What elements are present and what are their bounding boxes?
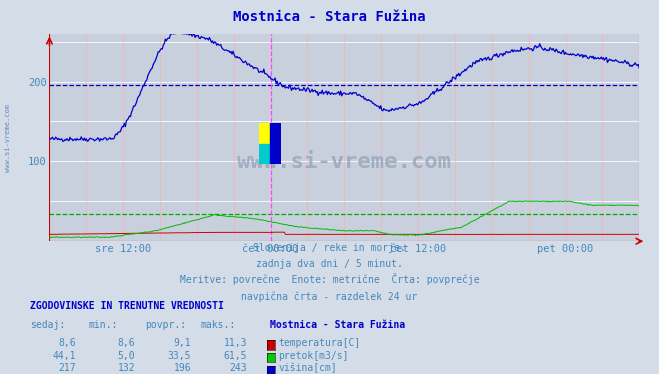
Text: Mostnica - Stara Fužina: Mostnica - Stara Fužina	[270, 320, 405, 330]
Text: sedaj:: sedaj:	[30, 320, 65, 330]
Text: 217: 217	[58, 364, 76, 373]
Text: 11,3: 11,3	[223, 338, 247, 348]
Text: pretok[m3/s]: pretok[m3/s]	[278, 351, 349, 361]
Text: 5,0: 5,0	[117, 351, 135, 361]
Text: 33,5: 33,5	[167, 351, 191, 361]
Text: povpr.:: povpr.:	[145, 320, 186, 330]
Text: www.si-vreme.com: www.si-vreme.com	[237, 152, 451, 172]
Text: 9,1: 9,1	[173, 338, 191, 348]
Text: 8,6: 8,6	[117, 338, 135, 348]
Text: min.:: min.:	[89, 320, 119, 330]
Text: Slovenija / reke in morje.: Slovenija / reke in morje.	[253, 243, 406, 252]
Text: Mostnica - Stara Fužina: Mostnica - Stara Fužina	[233, 10, 426, 24]
Text: navpična črta - razdelek 24 ur: navpična črta - razdelek 24 ur	[241, 291, 418, 302]
Text: www.si-vreme.com: www.si-vreme.com	[5, 104, 11, 172]
Text: 196: 196	[173, 364, 191, 373]
Text: 44,1: 44,1	[52, 351, 76, 361]
Text: 243: 243	[229, 364, 247, 373]
Text: Meritve: povrečne  Enote: metrične  Črta: povprečje: Meritve: povrečne Enote: metrične Črta: …	[180, 273, 479, 285]
Text: 61,5: 61,5	[223, 351, 247, 361]
Text: zadnja dva dni / 5 minut.: zadnja dva dni / 5 minut.	[256, 259, 403, 269]
Text: 8,6: 8,6	[58, 338, 76, 348]
Text: višina[cm]: višina[cm]	[278, 363, 337, 373]
Text: 132: 132	[117, 364, 135, 373]
Text: temperatura[C]: temperatura[C]	[278, 338, 360, 348]
Text: maks.:: maks.:	[201, 320, 236, 330]
Text: ZGODOVINSKE IN TRENUTNE VREDNOSTI: ZGODOVINSKE IN TRENUTNE VREDNOSTI	[30, 301, 223, 310]
